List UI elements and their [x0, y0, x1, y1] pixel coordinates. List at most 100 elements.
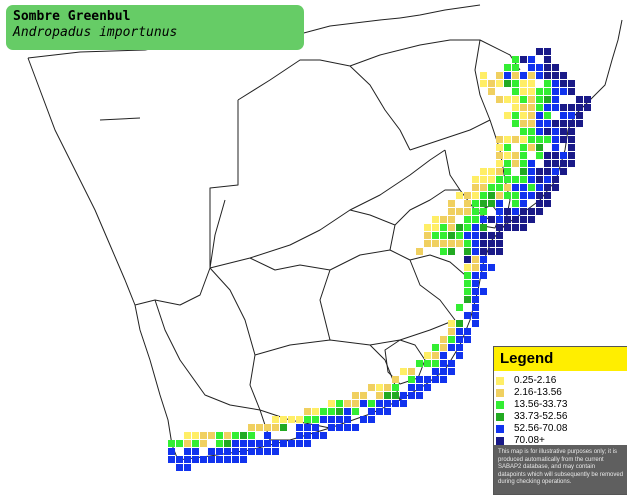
grid-cell [336, 408, 343, 415]
grid-cell [512, 120, 519, 127]
grid-cell [424, 376, 431, 383]
grid-cell [432, 344, 439, 351]
grid-cell [520, 224, 527, 231]
grid-cell [432, 232, 439, 239]
grid-cell [496, 176, 503, 183]
grid-cell [328, 424, 335, 431]
legend-swatch [496, 437, 504, 445]
grid-cell [472, 248, 479, 255]
grid-cell [520, 200, 527, 207]
grid-cell [280, 416, 287, 423]
grid-cell [488, 184, 495, 191]
grid-cell [528, 144, 535, 151]
grid-cell [520, 96, 527, 103]
grid-cell [472, 296, 479, 303]
grid-cell [504, 160, 511, 167]
grid-cell [184, 432, 191, 439]
grid-cell [528, 216, 535, 223]
grid-cell [424, 384, 431, 391]
legend-item: 52.56-70.08 [494, 423, 627, 435]
grid-cell [424, 224, 431, 231]
grid-cell [352, 392, 359, 399]
grid-cell [440, 216, 447, 223]
legend-label: 70.08+ [514, 435, 545, 446]
grid-cell [536, 144, 543, 151]
grid-cell [496, 160, 503, 167]
grid-cell [496, 184, 503, 191]
grid-cell [448, 240, 455, 247]
grid-cell [480, 216, 487, 223]
grid-cell [536, 64, 543, 71]
grid-cell [520, 120, 527, 127]
grid-cell [304, 424, 311, 431]
grid-cell [464, 256, 471, 263]
grid-cell [456, 304, 463, 311]
grid-cell [496, 216, 503, 223]
grid-cell [240, 456, 247, 463]
grid-cell [488, 168, 495, 175]
grid-cell [488, 264, 495, 271]
grid-cell [360, 392, 367, 399]
grid-cell [288, 416, 295, 423]
grid-cell [224, 432, 231, 439]
grid-cell [480, 288, 487, 295]
grid-cell [472, 240, 479, 247]
grid-cell [496, 72, 503, 79]
grid-cell [384, 392, 391, 399]
grid-cell [552, 168, 559, 175]
grid-cell [512, 104, 519, 111]
grid-cell [552, 120, 559, 127]
grid-cell [512, 200, 519, 207]
grid-cell [504, 152, 511, 159]
grid-cell [480, 256, 487, 263]
grid-cell [224, 448, 231, 455]
grid-cell [472, 304, 479, 311]
grid-cell [352, 408, 359, 415]
grid-cell [528, 168, 535, 175]
grid-cell [248, 440, 255, 447]
grid-cell [232, 440, 239, 447]
grid-cell [408, 368, 415, 375]
grid-cell [376, 384, 383, 391]
grid-cell [520, 192, 527, 199]
grid-cell [496, 96, 503, 103]
grid-cell [536, 152, 543, 159]
grid-cell [472, 176, 479, 183]
grid-cell [400, 400, 407, 407]
grid-cell [168, 440, 175, 447]
grid-cell [504, 112, 511, 119]
grid-cell [552, 64, 559, 71]
grid-cell [568, 112, 575, 119]
grid-cell [560, 80, 567, 87]
legend-header: Legend [494, 347, 627, 371]
grid-cell [432, 368, 439, 375]
legend-item: 70.08+ [494, 435, 627, 447]
grid-cell [192, 440, 199, 447]
grid-cell [320, 432, 327, 439]
grid-cell [376, 400, 383, 407]
grid-cell [544, 72, 551, 79]
grid-cell [440, 344, 447, 351]
grid-cell [464, 312, 471, 319]
grid-cell [464, 288, 471, 295]
grid-cell [176, 440, 183, 447]
grid-cell [320, 416, 327, 423]
grid-cell [520, 112, 527, 119]
grid-cell [472, 232, 479, 239]
grid-cell [496, 168, 503, 175]
grid-cell [536, 184, 543, 191]
grid-cell [392, 400, 399, 407]
grid-cell [552, 88, 559, 95]
grid-cell [360, 416, 367, 423]
grid-cell [560, 120, 567, 127]
grid-cell [472, 312, 479, 319]
grid-cell [584, 96, 591, 103]
legend-swatch [496, 389, 504, 397]
grid-cell [368, 408, 375, 415]
grid-cell [360, 400, 367, 407]
grid-cell [512, 96, 519, 103]
grid-cell [456, 328, 463, 335]
grid-cell [528, 88, 535, 95]
grid-cell [168, 448, 175, 455]
grid-cell [544, 112, 551, 119]
